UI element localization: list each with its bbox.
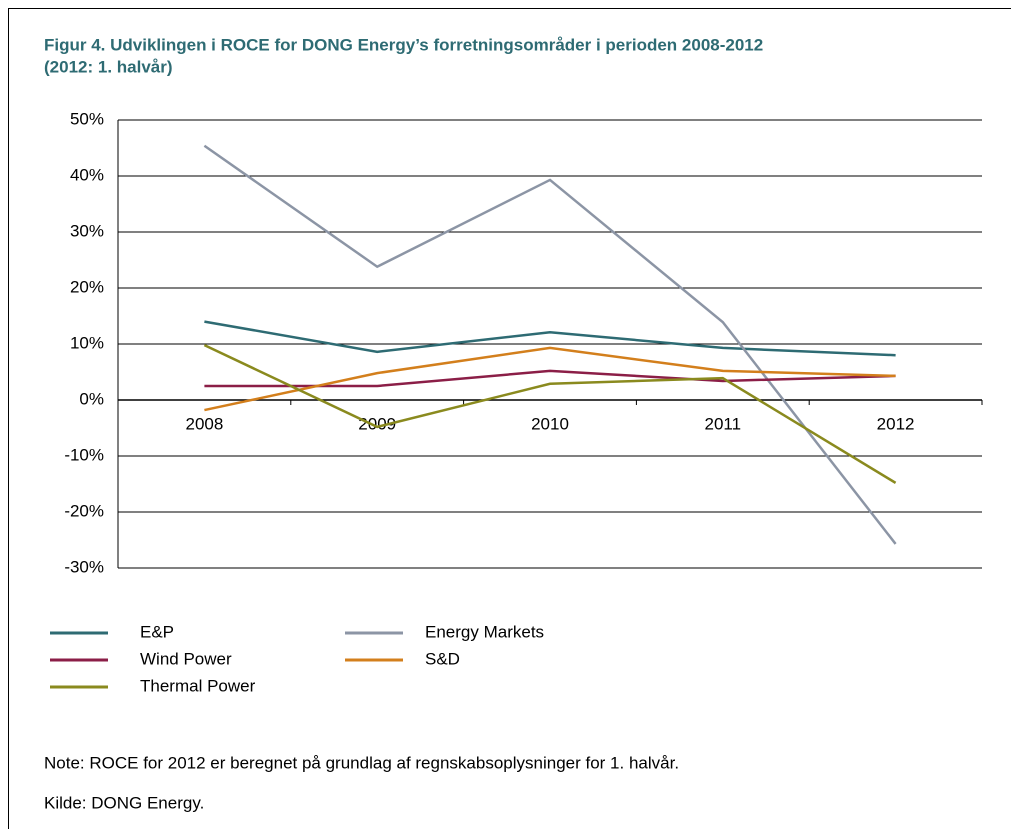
- series-line: [203, 144, 897, 545]
- y-tick-label: 50%: [70, 109, 104, 128]
- legend-label: Energy Markets: [425, 622, 544, 641]
- x-tick-label: 2009: [358, 414, 396, 433]
- y-tick-label: -10%: [64, 445, 104, 464]
- x-tick-label: 2010: [531, 414, 569, 433]
- y-tick-label: 40%: [70, 165, 104, 184]
- y-tick-label: -20%: [64, 501, 104, 520]
- y-tick-label: 10%: [70, 333, 104, 352]
- legend-label: Wind Power: [140, 649, 232, 668]
- series-line: [203, 343, 897, 484]
- frame: [8, 8, 1011, 829]
- y-tick-label: 0%: [79, 389, 104, 408]
- x-tick-label: 2011: [705, 414, 742, 433]
- legend-label: Thermal Power: [140, 676, 256, 695]
- series-line: [204, 320, 896, 357]
- legend-label: E&P: [140, 622, 174, 641]
- y-tick-label: 30%: [70, 221, 104, 240]
- note: Note: ROCE for 2012 er beregnet på grund…: [44, 753, 679, 772]
- chart-subtitle: (2012: 1. halvår): [44, 57, 173, 76]
- legend-label: S&D: [425, 649, 460, 668]
- source: Kilde: DONG Energy.: [44, 793, 204, 812]
- x-tick-label: 2008: [185, 414, 223, 433]
- series-line: [204, 346, 896, 412]
- x-tick-label: 2012: [877, 414, 915, 433]
- chart-title: Figur 4. Udviklingen i ROCE for DONG Ene…: [44, 35, 763, 54]
- y-tick-label: 20%: [70, 277, 104, 296]
- y-tick-label: -30%: [64, 557, 104, 576]
